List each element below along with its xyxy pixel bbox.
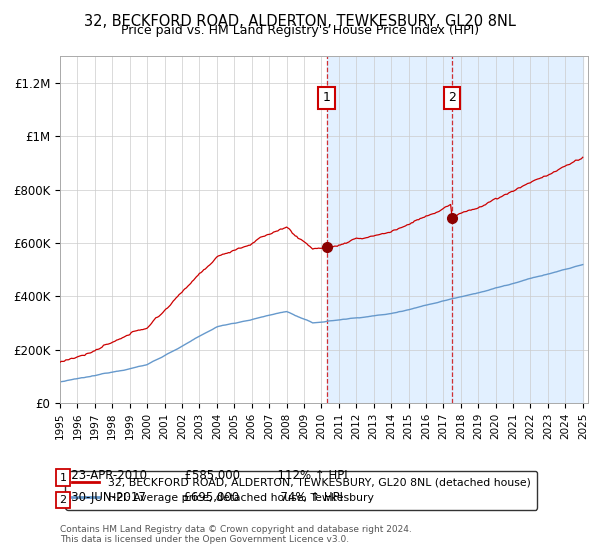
Text: 30-JUN-2017          £695,000           74% ↑ HPI: 30-JUN-2017 £695,000 74% ↑ HPI	[60, 491, 343, 504]
Text: This data is licensed under the Open Government Licence v3.0.: This data is licensed under the Open Gov…	[60, 534, 349, 544]
Text: 1: 1	[323, 91, 331, 104]
Text: Contains HM Land Registry data © Crown copyright and database right 2024.: Contains HM Land Registry data © Crown c…	[60, 525, 412, 534]
Legend: 32, BECKFORD ROAD, ALDERTON, TEWKESBURY, GL20 8NL (detached house), HPI: Average: 32, BECKFORD ROAD, ALDERTON, TEWKESBURY,…	[65, 471, 537, 510]
Text: 23-APR-2010          £585,000          112% ↑ HPI: 23-APR-2010 £585,000 112% ↑ HPI	[60, 469, 347, 482]
Text: 1: 1	[59, 473, 67, 483]
Text: 32, BECKFORD ROAD, ALDERTON, TEWKESBURY, GL20 8NL: 32, BECKFORD ROAD, ALDERTON, TEWKESBURY,…	[84, 14, 516, 29]
Text: 2: 2	[59, 495, 67, 505]
Text: Price paid vs. HM Land Registry's House Price Index (HPI): Price paid vs. HM Land Registry's House …	[121, 24, 479, 37]
Text: 2: 2	[448, 91, 456, 104]
